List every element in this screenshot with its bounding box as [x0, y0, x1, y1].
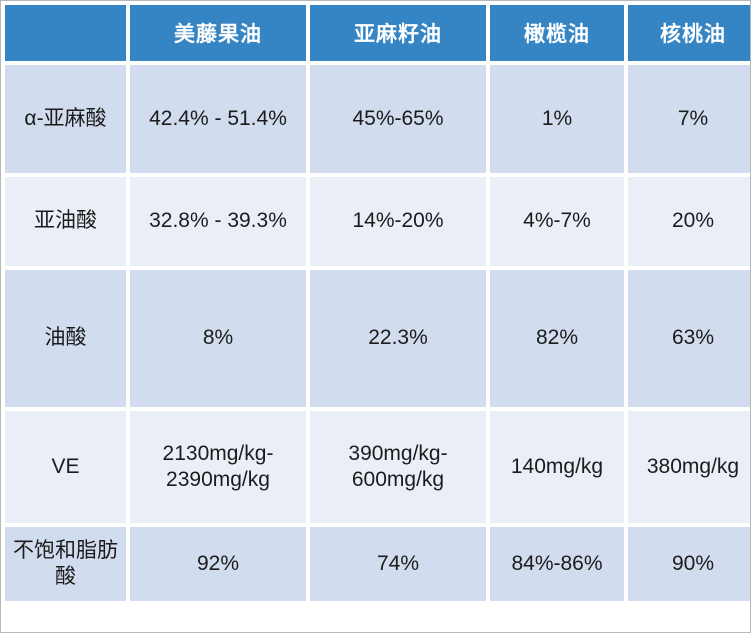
- table-cell: 14%-20%: [310, 177, 486, 266]
- table-cell: 20%: [628, 177, 750, 266]
- table-row-vitamin-e: VE 2130mg/kg- 2390mg/kg 390mg/kg- 600mg/…: [5, 411, 750, 523]
- column-header-sacha-inchi-oil: 美藤果油: [130, 5, 306, 61]
- row-label-linoleic-acid: 亚油酸: [5, 177, 126, 266]
- table-cell: 90%: [628, 527, 750, 601]
- table-cell: 2130mg/kg- 2390mg/kg: [130, 411, 306, 523]
- header-row: 美藤果油 亚麻籽油 橄榄油 核桃油: [5, 5, 750, 61]
- table-cell: 82%: [490, 270, 624, 407]
- table-cell: 63%: [628, 270, 750, 407]
- table-row-oleic-acid: 油酸 8% 22.3% 82% 63%: [5, 270, 750, 407]
- table-row-alpha-linolenic-acid: α-亚麻酸 42.4% - 51.4% 45%-65% 1% 7%: [5, 65, 750, 173]
- oil-comparison-table: 美藤果油 亚麻籽油 橄榄油 核桃油 α-亚麻酸 42.4% - 51.4% 45…: [1, 1, 750, 605]
- table-cell: 380mg/kg: [628, 411, 750, 523]
- row-label-vitamin-e: VE: [5, 411, 126, 523]
- table-cell: 42.4% - 51.4%: [130, 65, 306, 173]
- table-row-unsaturated-fatty-acids: 不饱和脂肪酸 92% 74% 84%-86% 90%: [5, 527, 750, 601]
- row-label-unsaturated-fatty-acids: 不饱和脂肪酸: [5, 527, 126, 601]
- table-cell: 1%: [490, 65, 624, 173]
- row-label-alpha-linolenic-acid: α-亚麻酸: [5, 65, 126, 173]
- table-cell: 32.8% - 39.3%: [130, 177, 306, 266]
- column-header-walnut-oil: 核桃油: [628, 5, 750, 61]
- table-cell: 74%: [310, 527, 486, 601]
- table-cell: 84%-86%: [490, 527, 624, 601]
- corner-header-cell: [5, 5, 126, 61]
- table-cell: 4%-7%: [490, 177, 624, 266]
- table-cell: 7%: [628, 65, 750, 173]
- table-row-linoleic-acid: 亚油酸 32.8% - 39.3% 14%-20% 4%-7% 20%: [5, 177, 750, 266]
- table-cell: 8%: [130, 270, 306, 407]
- column-header-olive-oil: 橄榄油: [490, 5, 624, 61]
- table-cell: 22.3%: [310, 270, 486, 407]
- table-cell: 45%-65%: [310, 65, 486, 173]
- column-header-flaxseed-oil: 亚麻籽油: [310, 5, 486, 61]
- row-label-oleic-acid: 油酸: [5, 270, 126, 407]
- table-cell: 140mg/kg: [490, 411, 624, 523]
- table-cell: 92%: [130, 527, 306, 601]
- table-cell: 390mg/kg- 600mg/kg: [310, 411, 486, 523]
